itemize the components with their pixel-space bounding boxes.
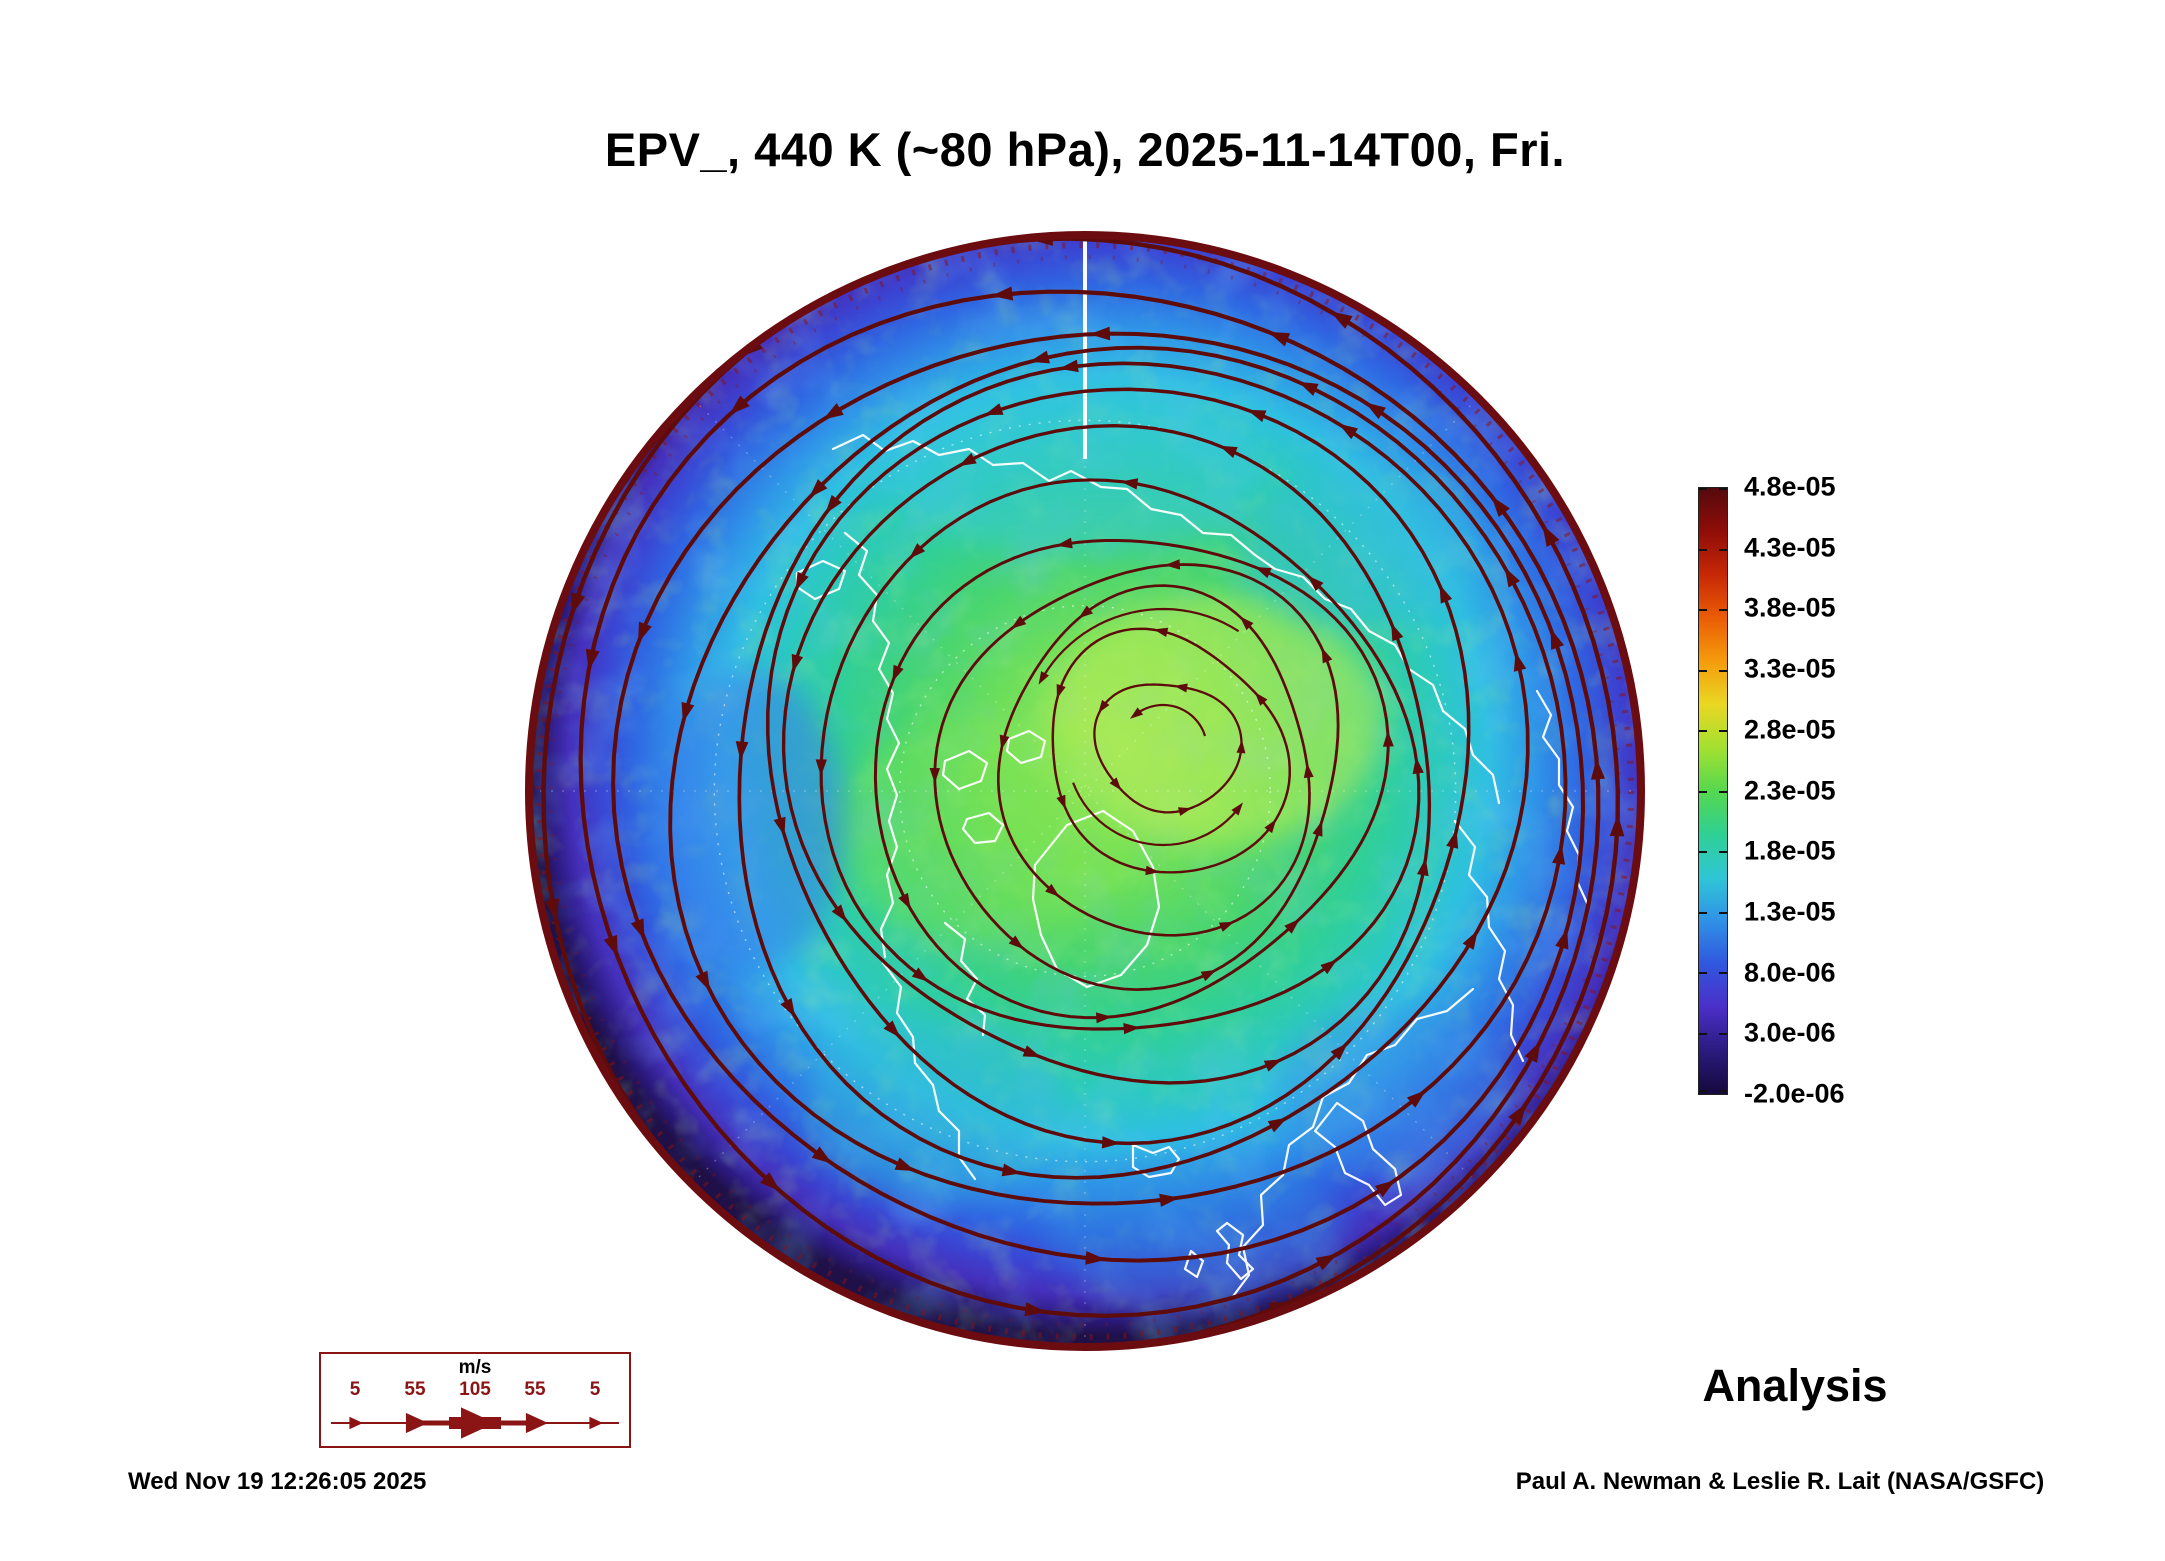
colorbar-tick-mark xyxy=(1719,790,1727,793)
polar-stereographic-map xyxy=(525,231,1645,1351)
colorbar-tick-mark xyxy=(1719,911,1727,914)
colorbar-tick-mark xyxy=(1719,488,1727,490)
colorbar-tick-mark xyxy=(1719,669,1727,672)
wind-speed-tick: 55 xyxy=(524,1379,546,1400)
colorbar-tick-mark xyxy=(1699,972,1707,974)
colorbar-tick-label: 2.8e-05 xyxy=(1744,714,1836,745)
colorbar-tick-mark xyxy=(1719,851,1727,853)
figure-title: EPV_, 440 K (~80 hPa), 2025-11-14T00, Fr… xyxy=(604,123,1566,176)
wind-speed-tick: 5 xyxy=(589,1379,601,1400)
colorbar-tick-label: 8.0e-06 xyxy=(1744,957,1836,988)
colorbar-tick-mark xyxy=(1699,669,1707,672)
colorbar-tick-label: 1.8e-05 xyxy=(1744,835,1836,866)
wind-streamlines xyxy=(541,237,1625,1345)
colorbar: 4.8e-05 4.3e-05 3.8e-05 3.3e-05 2.8e-05 … xyxy=(1698,472,1948,1109)
wind-speed-tick: 105 xyxy=(459,1379,491,1400)
map-rim xyxy=(525,231,1645,1351)
colorbar-tick-mark xyxy=(1719,1090,1727,1092)
colorbar-tick-mark xyxy=(1719,1032,1727,1035)
colorbar-tick-mark xyxy=(1699,1090,1707,1092)
colorbar-tick-label: 3.3e-05 xyxy=(1744,653,1836,684)
colorbar-tick-label: 4.3e-05 xyxy=(1744,532,1836,563)
colorbar-tick-mark xyxy=(1719,972,1727,974)
wind-speed-legend: m/s 5 55 105 55 5 xyxy=(319,1352,631,1448)
colorbar-tick-mark xyxy=(1699,1032,1707,1035)
colorbar-tick-label: 4.8e-05 xyxy=(1744,471,1836,502)
colorbar-tick-label: 2.3e-05 xyxy=(1744,775,1836,805)
colorbar-tick-mark xyxy=(1719,609,1727,611)
colorbar-tick-label: 3.8e-05 xyxy=(1744,592,1836,623)
graticule xyxy=(531,237,1639,1345)
colorbar-tick-mark xyxy=(1699,851,1707,853)
wind-speed-tick: 5 xyxy=(349,1379,361,1400)
colorbar-tick-mark xyxy=(1719,730,1727,732)
colorbar-tick-mark xyxy=(1699,911,1707,914)
colorbar-tick-label: 1.3e-05 xyxy=(1744,896,1836,927)
analysis-label: Analysis xyxy=(1702,1360,1888,1411)
wind-speed-tick: 55 xyxy=(404,1379,426,1400)
creation-timestamp: Wed Nov 19 12:26:05 2025 xyxy=(128,1468,427,1495)
colorbar-tick-label: -2.0e-06 xyxy=(1744,1078,1845,1109)
wind-units-label: m/s xyxy=(458,1357,492,1378)
colorbar-tick-mark xyxy=(1719,548,1727,551)
colorbar-tick-mark xyxy=(1699,730,1707,732)
colorbar-tick-mark xyxy=(1699,790,1707,793)
colorbar-tick-mark xyxy=(1699,548,1707,551)
colorbar-tick-label: 3.0e-06 xyxy=(1744,1017,1836,1048)
credit-line: Paul A. Newman & Leslie R. Lait (NASA/GS… xyxy=(1515,1468,2045,1495)
wind-arrow-glyph xyxy=(331,1407,619,1439)
colorbar-gradient-bar xyxy=(1698,487,1728,1095)
colorbar-tick-mark xyxy=(1699,488,1707,490)
colorbar-tick-mark xyxy=(1699,609,1707,611)
